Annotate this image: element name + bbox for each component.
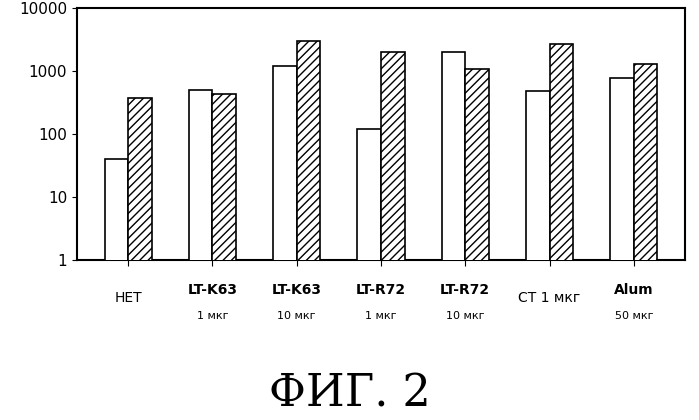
Text: НЕТ: НЕТ: [115, 291, 142, 304]
Text: 1 мкг: 1 мкг: [196, 311, 228, 321]
Text: 50 мкг: 50 мкг: [614, 311, 653, 321]
Bar: [128, 98, 152, 420]
Text: LT-K63: LT-K63: [187, 283, 238, 297]
Text: 10 мкг: 10 мкг: [278, 311, 316, 321]
Bar: [442, 52, 466, 420]
Bar: [549, 44, 573, 420]
Text: LT-K63: LT-K63: [272, 283, 322, 297]
Text: LT-R72: LT-R72: [356, 283, 406, 297]
Text: Alum: Alum: [614, 283, 654, 297]
Bar: [381, 52, 405, 420]
Bar: [357, 129, 381, 420]
Bar: [610, 78, 634, 420]
Bar: [273, 66, 296, 420]
Text: 1 мкг: 1 мкг: [365, 311, 397, 321]
Text: 10 мкг: 10 мкг: [446, 311, 484, 321]
Text: CT 1 мкг: CT 1 мкг: [519, 291, 581, 304]
Text: LT-R72: LT-R72: [440, 283, 490, 297]
Bar: [634, 64, 657, 420]
Bar: [105, 160, 128, 420]
Bar: [212, 94, 236, 420]
Bar: [466, 69, 489, 420]
Bar: [296, 41, 320, 420]
Bar: [526, 92, 549, 420]
Bar: [189, 90, 212, 420]
Text: ФИГ. 2: ФИГ. 2: [268, 373, 431, 416]
